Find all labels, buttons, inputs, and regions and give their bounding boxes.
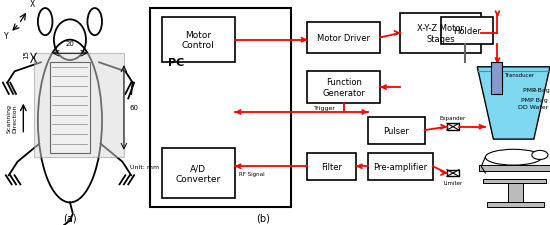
Text: Transducer: Transducer — [504, 73, 534, 78]
Bar — [479, 165, 550, 171]
Text: (b): (b) — [256, 213, 270, 223]
Bar — [400, 14, 481, 54]
Text: Motor Driver: Motor Driver — [317, 34, 370, 43]
Bar — [162, 18, 235, 63]
Bar — [307, 153, 356, 180]
Bar — [368, 117, 425, 144]
Text: Unit: mm: Unit: mm — [130, 164, 159, 169]
Text: A/D
Converter: A/D Converter — [175, 164, 221, 183]
Text: Filter: Filter — [321, 162, 342, 171]
Bar — [34, 54, 124, 158]
Text: PMP Bag: PMP Bag — [523, 88, 550, 92]
Bar — [307, 72, 380, 104]
Text: Scanning
Direction: Scanning Direction — [7, 104, 18, 133]
Bar — [368, 153, 433, 180]
Text: (a): (a) — [63, 213, 77, 223]
Bar — [447, 170, 459, 177]
Bar — [307, 22, 380, 54]
Bar — [491, 63, 502, 94]
Bar — [447, 124, 459, 130]
Text: Holder: Holder — [453, 27, 481, 36]
Text: Expander: Expander — [440, 115, 466, 120]
Ellipse shape — [532, 151, 548, 160]
Text: PC: PC — [168, 58, 184, 68]
Text: Function
Generator: Function Generator — [322, 78, 365, 97]
Ellipse shape — [485, 150, 542, 165]
Text: PMP Bag: PMP Bag — [521, 98, 548, 103]
Polygon shape — [477, 68, 550, 140]
Text: Limiter: Limiter — [443, 180, 463, 185]
Text: 15: 15 — [23, 50, 29, 58]
Bar — [50, 63, 90, 153]
Text: Pulser: Pulser — [383, 126, 409, 135]
Bar — [150, 9, 292, 207]
Text: Motor
Control: Motor Control — [182, 31, 214, 50]
Text: Pre-amplifier: Pre-amplifier — [373, 162, 427, 171]
Text: X-Y-Z Motor
Stages: X-Y-Z Motor Stages — [417, 24, 464, 43]
Text: Trigger: Trigger — [314, 105, 336, 110]
Text: X: X — [30, 0, 35, 9]
Text: RF Signal: RF Signal — [239, 171, 265, 176]
Bar — [162, 148, 235, 198]
Text: 60: 60 — [130, 105, 139, 111]
Bar — [487, 202, 544, 207]
Bar — [508, 183, 523, 203]
Bar — [483, 179, 546, 183]
Text: DD Water: DD Water — [518, 104, 548, 109]
Bar — [441, 18, 493, 45]
Text: 20: 20 — [65, 41, 74, 47]
Text: Y: Y — [3, 32, 8, 40]
